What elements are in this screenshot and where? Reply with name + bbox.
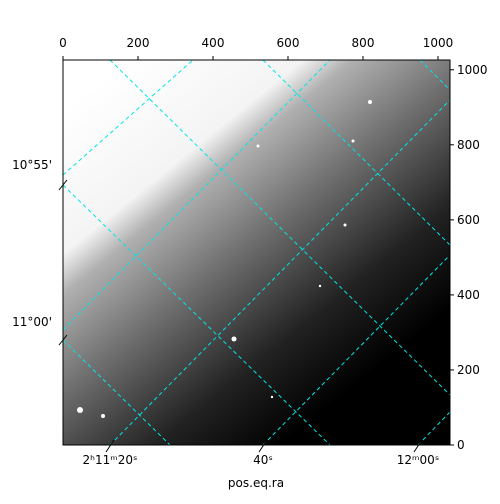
y-tick-label: 0: [457, 438, 465, 452]
y-tick-label: 200: [457, 363, 480, 377]
wcs-ticks: [58, 179, 423, 453]
dec-label: 11°00': [12, 315, 52, 329]
dec-label: 10°55': [12, 158, 52, 172]
y-tick-label: 600: [457, 213, 480, 227]
wcs-grid: [63, 60, 450, 445]
frame: [62, 59, 451, 446]
image: [63, 60, 450, 445]
y-tick-label: 400: [457, 288, 480, 302]
x-tick-label: 800: [352, 36, 375, 50]
stars: [77, 100, 372, 418]
x-axis-label: pos.eq.ra: [228, 476, 284, 490]
x-tick-label: 600: [277, 36, 300, 50]
x-tick-label: 1000: [423, 36, 454, 50]
y-tick-label: 800: [457, 138, 480, 152]
ra-label: 12ᵐ00ˢ: [397, 453, 440, 467]
ra-label: 40ˢ: [253, 453, 273, 467]
x-tick-label: 0: [59, 36, 67, 50]
x-tick-label: 400: [202, 36, 225, 50]
x-tick-label: 200: [127, 36, 150, 50]
y-tick-label: 1000: [457, 63, 488, 77]
ra-label: 2ʰ11ᵐ20ˢ: [83, 453, 138, 467]
